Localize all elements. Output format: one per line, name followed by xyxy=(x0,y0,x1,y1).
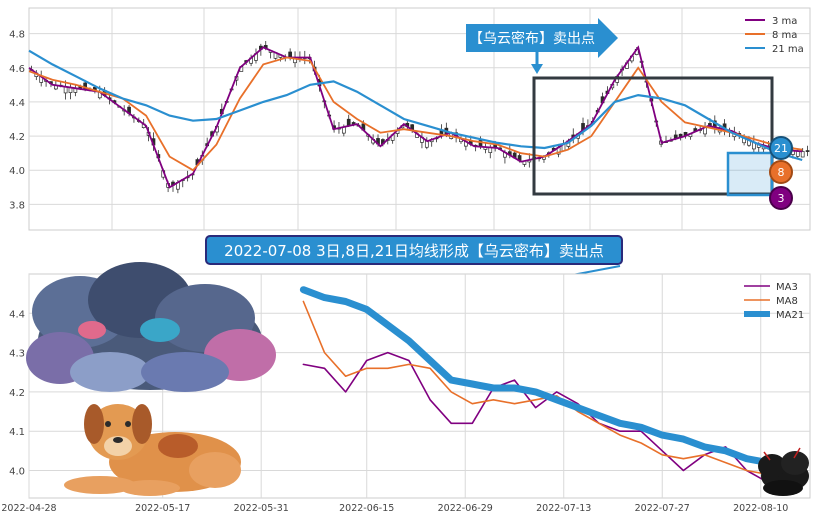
top-ytick-label: 4.0 xyxy=(9,166,25,177)
bottom-series-line-1 xyxy=(302,351,790,484)
top-legend-label: 8 ma xyxy=(772,30,797,41)
top-series-line-3 xyxy=(28,49,803,162)
bottom-legend-label: MA3 xyxy=(776,282,798,293)
bottom-ytick-label: 4.1 xyxy=(9,427,25,438)
cloud-cover-box xyxy=(532,76,774,196)
candle-body xyxy=(800,151,805,158)
top-legend: 3 ma 8 ma 21 ma xyxy=(745,16,804,55)
top-series-line-2 xyxy=(28,56,803,172)
top-ytick-label: 4.4 xyxy=(9,98,25,109)
candle-body xyxy=(805,150,810,152)
bottom-ytick-label: 4.0 xyxy=(9,466,25,477)
convergence-box xyxy=(726,151,774,197)
bottom-legend-label: MA21 xyxy=(776,310,804,321)
bottom-xtick-label: 2022-07-13 xyxy=(536,503,591,514)
sell-point-callout: 【乌云密布】卖出点 xyxy=(466,18,618,74)
top-plot-area xyxy=(28,7,811,231)
caption-text: 2022-07-08 3日,8日,21日均线形成【乌云密布】卖出点 xyxy=(224,242,604,260)
badge-3: 3 xyxy=(769,186,793,210)
top-chart: 3.8 4.0 4.2 4.4 4.6 4.8 21 8 3 【乌云密布】卖出点 3 ma… xyxy=(9,7,811,231)
badge-21-label: 21 xyxy=(774,142,788,155)
caption-banner: 2022-07-08 3日,8日,21日均线形成【乌云密布】卖出点 xyxy=(205,235,623,285)
bottom-ytick-label: 4.2 xyxy=(9,388,25,399)
dark-cloud-icon xyxy=(758,447,809,496)
bottom-xtick-label: 2022-06-15 xyxy=(339,503,394,514)
bottom-series-line-3 xyxy=(299,286,793,471)
top-ytick-label: 4.8 xyxy=(9,30,25,41)
bottom-ytick-label: 4.4 xyxy=(9,309,25,320)
bottom-xtick-label: 2022-08-10 xyxy=(733,503,788,514)
bottom-xtick-label: 2022-06-29 xyxy=(438,503,493,514)
badge-21: 21 xyxy=(769,136,793,160)
bottom-xtick-label: 2022-07-27 xyxy=(635,503,690,514)
badge-8: 8 xyxy=(769,160,793,184)
bottom-xtick-label: 2022-05-17 xyxy=(135,503,190,514)
top-series-line-1 xyxy=(28,45,803,189)
badge-3-label: 3 xyxy=(778,192,785,205)
callout-arrowhead xyxy=(531,64,543,74)
top-ytick-label: 4.2 xyxy=(9,132,25,143)
callout-text: 【乌云密布】卖出点 xyxy=(469,30,595,47)
top-ytick-label: 4.6 xyxy=(9,64,25,75)
badge-8-label: 8 xyxy=(778,166,785,179)
dog-icon xyxy=(64,404,241,496)
bottom-legend-label: MA8 xyxy=(776,296,798,307)
top-legend-label: 21 ma xyxy=(772,44,804,55)
top-ytick-label: 3.8 xyxy=(9,200,25,211)
bottom-ytick-label: 4.3 xyxy=(9,349,25,360)
top-legend-label: 3 ma xyxy=(772,16,797,27)
bottom-xtick-label: 2022-04-28 xyxy=(1,503,56,514)
bottom-legend: MA3 MA8 MA21 xyxy=(744,282,804,321)
bottom-xtick-label: 2022-05-31 xyxy=(234,503,289,514)
storm-cloud-icon xyxy=(26,262,276,392)
